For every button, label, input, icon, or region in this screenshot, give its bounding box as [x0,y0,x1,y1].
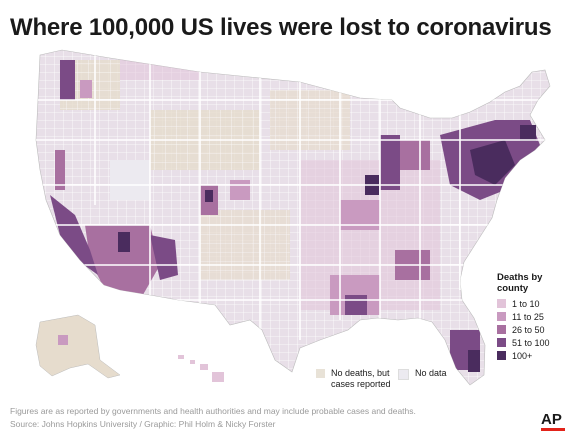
legend-item: 51 to 100 [497,336,569,349]
footnote: Figures are as reported by governments a… [10,406,416,429]
legend-no-deaths: No deaths, but cases reported [316,368,391,390]
legend-swatch [497,312,506,321]
legend-item: 11 to 25 [497,310,569,323]
legend-item: 1 to 10 [497,297,569,310]
legend-title: Deaths by county [497,272,543,294]
ap-logo-bar [541,428,565,431]
legend-no-data: No data [398,368,447,380]
ap-logo: AP [541,411,562,428]
legend-swatch [316,369,325,378]
legend-swatch [398,369,409,380]
legend-item: 26 to 50 [497,323,569,336]
legend-swatch [497,338,506,347]
map-legend: Deaths by county 1 to 10 11 to 25 26 to … [497,272,569,362]
legend-swatch [497,325,506,334]
legend-swatch [497,351,506,360]
legend-swatch [497,299,506,308]
legend-item: 100+ [497,349,569,362]
alaska-shape [35,314,121,379]
map-title: Where 100,000 US lives were lost to coro… [10,14,552,41]
hawaii-shape [178,355,224,382]
